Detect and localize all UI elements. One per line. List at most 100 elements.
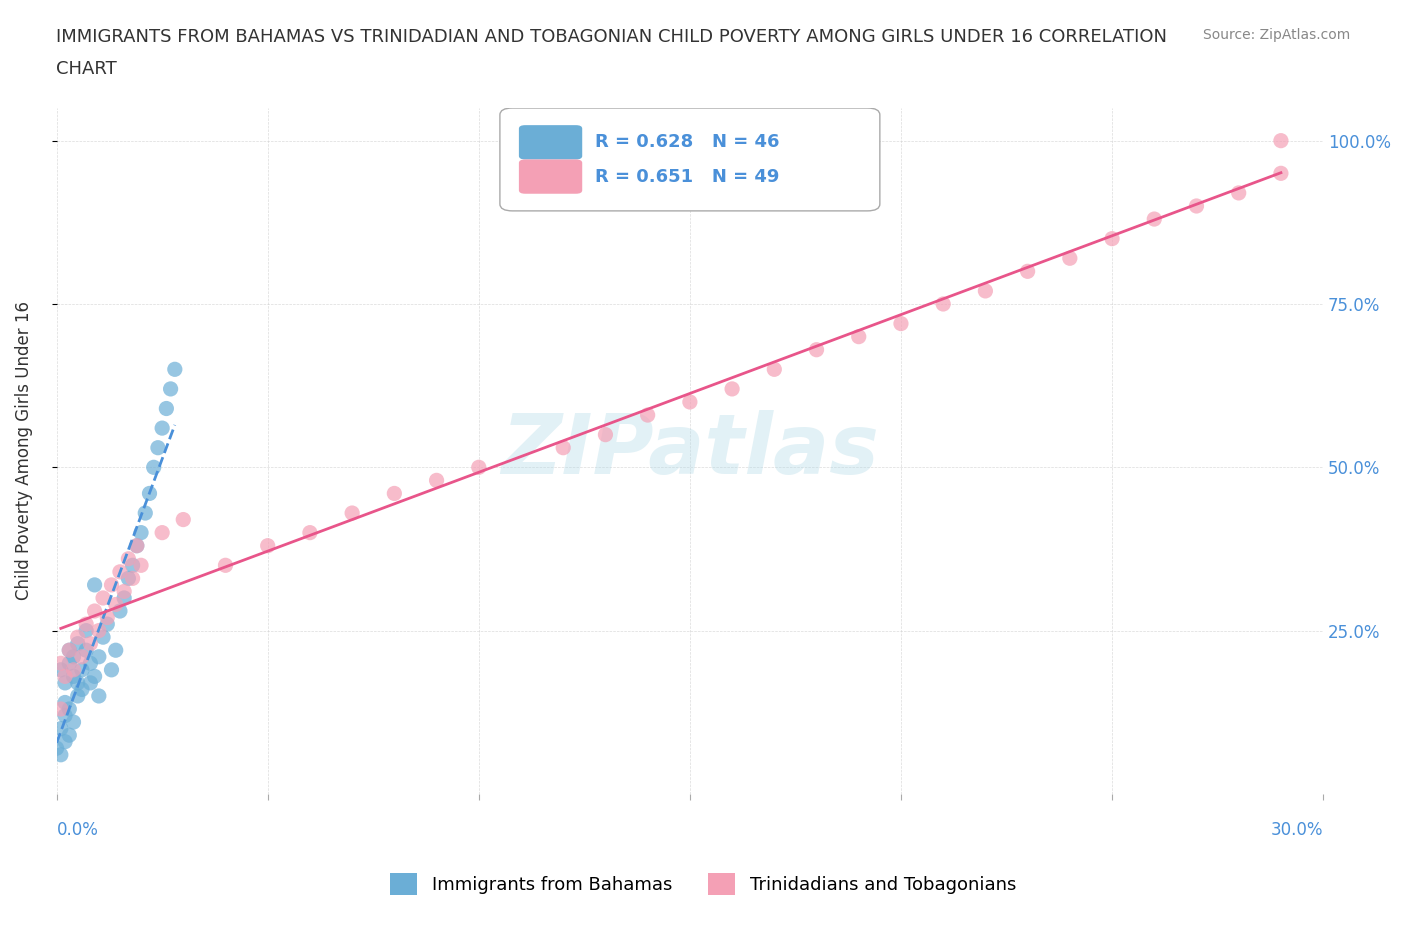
FancyBboxPatch shape <box>519 159 582 193</box>
Point <box>125 538 148 553</box>
Point <box>87 649 110 664</box>
Point <box>53 675 76 690</box>
Point <box>49 721 72 736</box>
Point <box>1017 264 1039 279</box>
Y-axis label: Child Poverty Among Girls Under 16: Child Poverty Among Girls Under 16 <box>15 301 32 601</box>
Point <box>91 630 114 644</box>
Point <box>66 675 89 690</box>
Point <box>1270 133 1292 148</box>
Legend: Immigrants from Bahamas, Trinidadians and Tobagonians: Immigrants from Bahamas, Trinidadians an… <box>382 866 1024 902</box>
Point <box>117 551 139 566</box>
Point <box>155 401 177 416</box>
FancyBboxPatch shape <box>519 126 582 159</box>
Point <box>100 578 122 592</box>
Point <box>138 486 160 501</box>
Point <box>75 643 97 658</box>
Text: R = 0.651   N = 49: R = 0.651 N = 49 <box>595 167 779 186</box>
Point <box>256 538 278 553</box>
Point <box>75 617 97 631</box>
Point <box>53 708 76 723</box>
Point <box>134 506 156 521</box>
Point <box>66 636 89 651</box>
Point <box>468 459 491 474</box>
Point <box>62 649 84 664</box>
Point <box>75 623 97 638</box>
Point <box>58 643 80 658</box>
Point <box>848 329 870 344</box>
Point <box>150 420 173 435</box>
Point <box>104 597 127 612</box>
Point <box>298 525 321 540</box>
Point <box>172 512 194 527</box>
Point <box>806 342 828 357</box>
Point <box>49 748 72 763</box>
Point <box>112 584 135 599</box>
Point <box>45 741 67 756</box>
Point <box>70 682 93 697</box>
Point <box>1101 232 1123 246</box>
Text: ZIPatlas: ZIPatlas <box>501 410 879 491</box>
Point <box>58 656 80 671</box>
Point <box>49 701 72 716</box>
Point <box>382 486 405 501</box>
Point <box>100 662 122 677</box>
Point <box>91 591 114 605</box>
Point <box>426 473 449 488</box>
Point <box>125 538 148 553</box>
Text: CHART: CHART <box>56 60 117 78</box>
Point <box>679 394 702 409</box>
Point <box>96 610 118 625</box>
Point <box>1185 198 1208 213</box>
Point <box>1227 185 1250 200</box>
Point <box>58 727 80 742</box>
Point <box>79 636 101 651</box>
Point <box>553 440 575 455</box>
Point <box>121 558 143 573</box>
Point <box>974 284 997 299</box>
Point <box>890 316 912 331</box>
Point <box>53 735 76 750</box>
Point <box>79 675 101 690</box>
Point <box>1143 212 1166 227</box>
Point <box>66 630 89 644</box>
Point <box>87 623 110 638</box>
Point <box>112 591 135 605</box>
Point <box>62 714 84 729</box>
Point <box>96 617 118 631</box>
Point <box>53 669 76 684</box>
Point <box>70 649 93 664</box>
Point <box>87 688 110 703</box>
Point <box>79 656 101 671</box>
Point <box>159 381 181 396</box>
Point <box>62 662 84 677</box>
Point <box>62 669 84 684</box>
Text: 30.0%: 30.0% <box>1271 821 1323 840</box>
Point <box>70 662 93 677</box>
Point <box>637 407 659 422</box>
Point <box>142 459 165 474</box>
Point <box>53 695 76 710</box>
Point <box>83 604 105 618</box>
Text: R = 0.628   N = 46: R = 0.628 N = 46 <box>595 133 779 152</box>
Point <box>83 669 105 684</box>
Point <box>595 427 617 442</box>
Point <box>1059 251 1081 266</box>
FancyBboxPatch shape <box>501 108 880 211</box>
Point <box>340 506 363 521</box>
Point <box>129 525 152 540</box>
Text: IMMIGRANTS FROM BAHAMAS VS TRINIDADIAN AND TOBAGONIAN CHILD POVERTY AMONG GIRLS : IMMIGRANTS FROM BAHAMAS VS TRINIDADIAN A… <box>56 28 1167 46</box>
Text: Source: ZipAtlas.com: Source: ZipAtlas.com <box>1202 28 1350 42</box>
Point <box>932 297 955 312</box>
Point <box>214 558 236 573</box>
Text: 0.0%: 0.0% <box>56 821 98 840</box>
Point <box>1270 166 1292 180</box>
Point <box>58 701 80 716</box>
Point <box>49 662 72 677</box>
Point <box>146 440 169 455</box>
Point <box>117 571 139 586</box>
Point <box>83 578 105 592</box>
Point <box>150 525 173 540</box>
Point <box>129 558 152 573</box>
Point <box>163 362 186 377</box>
Point <box>763 362 786 377</box>
